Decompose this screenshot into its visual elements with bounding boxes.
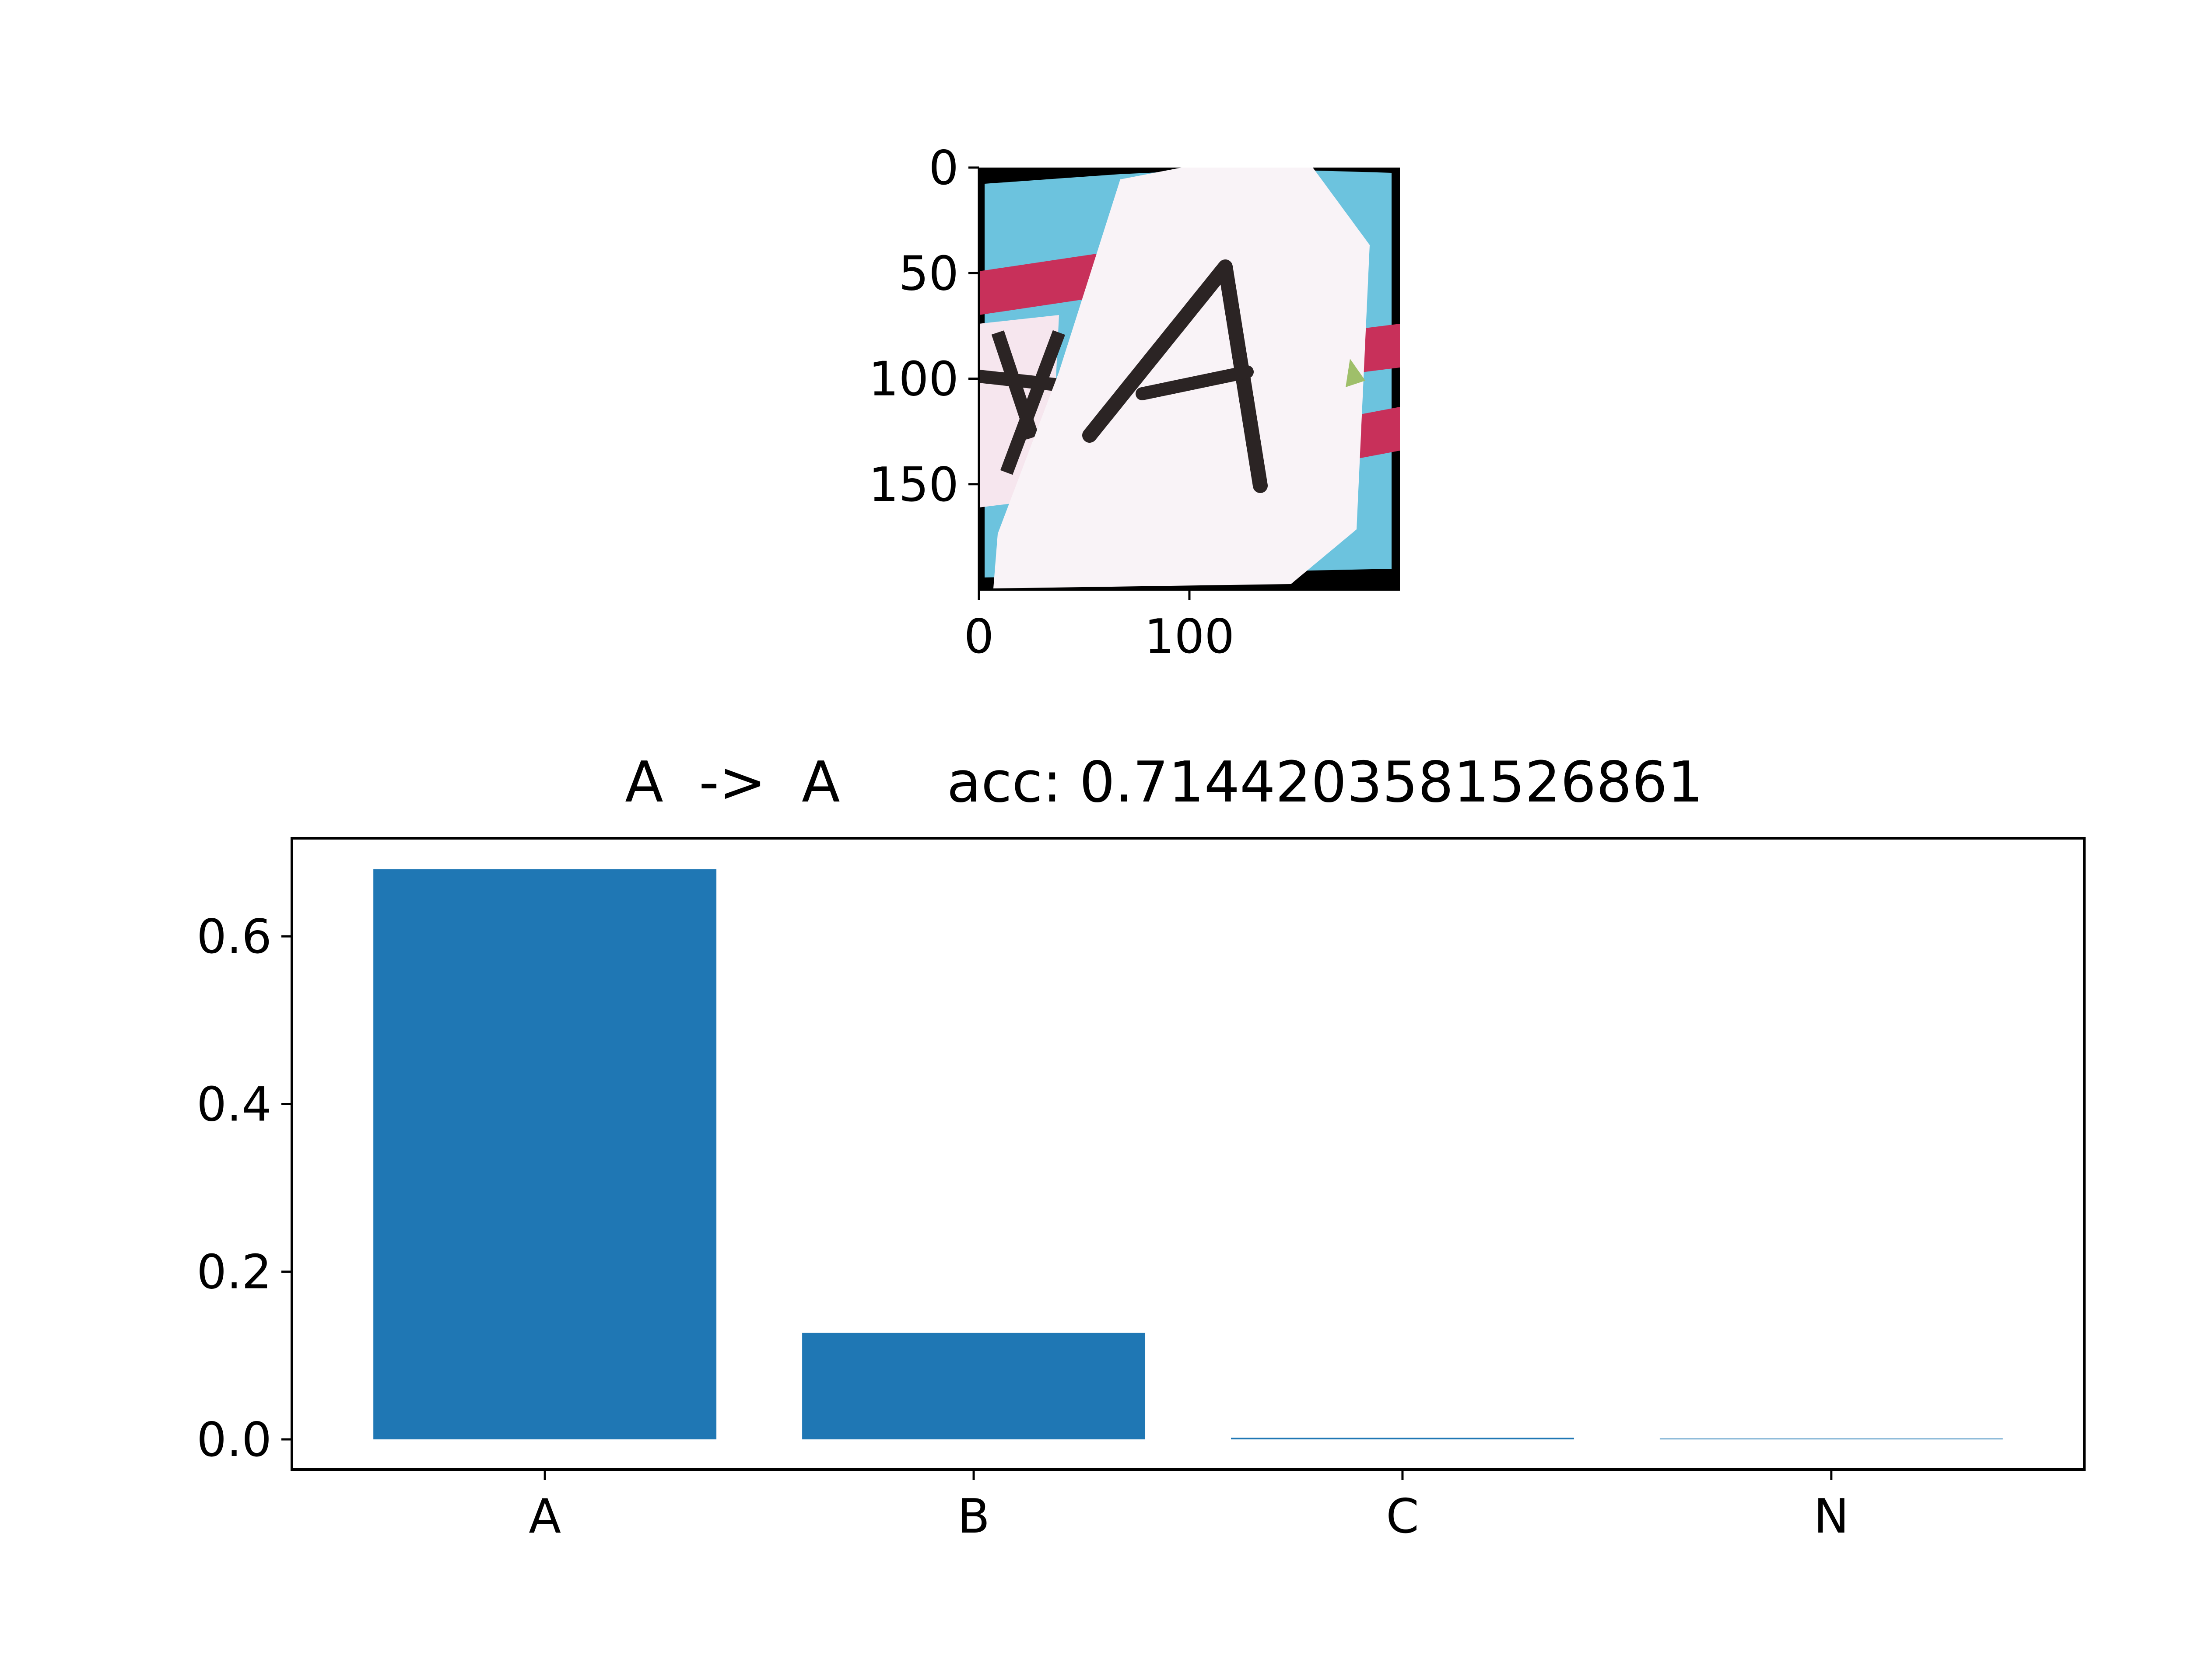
sample-image (979, 168, 1400, 590)
bar-xtick-label: A (529, 1489, 561, 1544)
image-xtick-label: 100 (1144, 609, 1234, 664)
image-ticks: 0 50 100 150 0 100 (869, 141, 1400, 664)
image-ytick-label: 0 (929, 141, 959, 196)
image-card (993, 168, 1370, 588)
image-letter-crossbar (1136, 365, 1254, 400)
bar-N (1659, 1438, 2003, 1440)
bar-C (1231, 1438, 1574, 1440)
bar-B (802, 1333, 1146, 1440)
bar-ytick-label: 0.4 (196, 1077, 272, 1132)
bar-chart-title: A -> A acc: 0.7144203581526861 (625, 750, 1703, 815)
bar-ytick-label: 0.6 (196, 910, 272, 964)
image-ytick-label: 50 (899, 246, 959, 301)
image-xtick-label: 0 (964, 609, 994, 664)
image-ytick-label: 150 (869, 458, 959, 512)
bar-ytick-label: 0.2 (196, 1245, 272, 1300)
bar-xtick-label: C (1386, 1489, 1419, 1544)
bar-axes: A -> A acc: 0.7144203581526861 0.0 0.2 0.4… (196, 750, 2086, 1544)
image-axes: 0 50 100 150 0 100 (869, 141, 1400, 664)
image-left-sketch (979, 330, 1066, 475)
image-ytick-label: 100 (869, 352, 959, 407)
bar-plot-frame (291, 837, 2086, 1471)
image-green-speck (1346, 359, 1365, 387)
bar-xtick-label: N (1813, 1489, 1849, 1544)
bar-ytick-label: 0.0 (196, 1413, 272, 1467)
image-letter-strokes (1082, 259, 1268, 493)
bar-A (373, 869, 717, 1440)
bar-xtick-label: B (957, 1489, 990, 1544)
